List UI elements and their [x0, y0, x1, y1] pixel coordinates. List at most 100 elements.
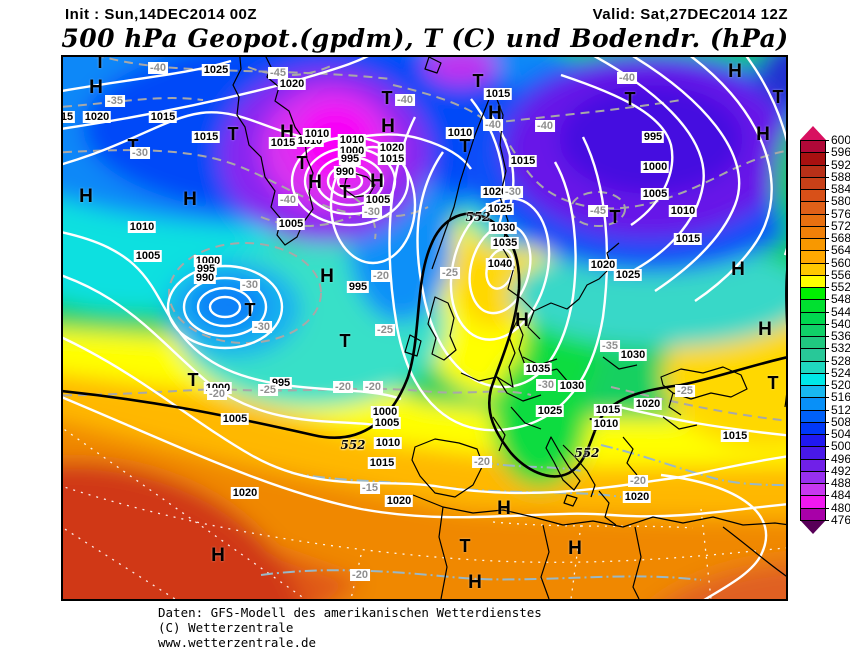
pressure-label: 1015: [508, 155, 538, 167]
pressure-label: 1035: [523, 363, 553, 375]
low-pressure-marker: T: [339, 331, 351, 351]
colorbar-segment: [801, 385, 825, 398]
pressure-label: 1020: [277, 78, 307, 90]
pressure-label: 1015: [673, 233, 703, 245]
valid-time: Valid: Sat,27DEC2014 12Z: [592, 6, 788, 23]
temperature-label: -25: [375, 324, 395, 336]
geopotential-label: 552: [465, 210, 491, 224]
pressure-label: 1010: [445, 127, 475, 139]
low-pressure-marker: T: [459, 536, 471, 556]
colorbar-tick: [800, 470, 829, 472]
colorbar-tick: [800, 201, 829, 203]
init-time: Init : Sun,14DEC2014 00Z: [65, 6, 258, 23]
colorbar-tick: [800, 176, 829, 178]
pressure-label: 1005: [220, 413, 250, 425]
colorbar-segment: [801, 262, 825, 275]
low-pressure-marker: T: [767, 373, 779, 393]
colorbar-segment: [801, 164, 825, 177]
pressure-label: 990: [333, 166, 357, 178]
colorbar-value-label: 476: [831, 513, 850, 527]
colorbar-legend: 600 596 592 588 584 580 576 572 568 564 560 556 552 5…: [800, 126, 850, 534]
temperature-label: -40: [617, 72, 637, 84]
pressure-label: 1025: [201, 64, 231, 76]
colorbar-value-label: 552: [831, 280, 850, 295]
colorbar-tick: [800, 287, 829, 289]
colorbar-value-label: 568: [831, 231, 850, 246]
pressure-label: 995: [338, 153, 362, 165]
pressure-label: 1015: [720, 430, 750, 442]
low-pressure-marker: T: [94, 55, 106, 72]
colorbar-value-label: 576: [831, 206, 850, 221]
colorbar-tick: [800, 250, 829, 252]
colorbar-value-label: 560: [831, 255, 850, 270]
pressure-label: 1015: [377, 153, 407, 165]
temperature-label: -20: [333, 381, 353, 393]
colorbar-value-label: 480: [831, 500, 850, 515]
temperature-label: -45: [268, 67, 288, 79]
map-title: 500 hPa Geopot.(gpdm), T (C) und Bodendr…: [61, 24, 789, 53]
temperature-label: -25: [440, 267, 460, 279]
pressure-label: 1005: [372, 417, 402, 429]
low-pressure-marker: T: [381, 88, 393, 108]
colorbar-tick: [800, 507, 829, 509]
colorbar-segment: [801, 397, 825, 410]
pressure-label: 1040: [485, 258, 515, 270]
pressure-label: 1000: [370, 406, 400, 418]
colorbar-tick: [800, 348, 829, 350]
graticule-lines: [63, 427, 786, 599]
colorbar-value-label: 544: [831, 304, 850, 319]
colorbar-segment: [801, 421, 825, 435]
colorbar-value-label: 540: [831, 316, 850, 331]
colorbar-tick: [800, 152, 829, 154]
pressure-label: 1015: [268, 137, 298, 149]
temperature-label: -40: [148, 62, 168, 74]
pressure-label: 1020: [377, 142, 407, 154]
colorbar-value-label: 596: [831, 145, 850, 160]
colorbar-value-label: 504: [831, 427, 850, 442]
colorbar-segment: [801, 323, 825, 337]
colorbar-tick: [800, 458, 829, 460]
pressure-label: 1025: [613, 269, 643, 281]
high-pressure-marker: H: [370, 171, 384, 192]
temperature-label: -45: [588, 205, 608, 217]
colorbar-tick: [800, 360, 829, 362]
low-pressure-marker: T: [772, 87, 784, 107]
colorbar-tick: [800, 336, 829, 338]
pressure-label: 1005: [363, 194, 393, 206]
map-canvas: [63, 57, 786, 599]
pressure-label: 1010: [302, 128, 332, 140]
pressure-label: 1020: [480, 186, 510, 198]
colorbar-value-label: 572: [831, 218, 850, 233]
colorbar-value-label: 520: [831, 378, 850, 393]
pressure-label: 1010: [668, 205, 698, 217]
geopotential-color-field: [63, 57, 786, 599]
low-pressure-marker: T: [339, 182, 351, 202]
temperature-label: -35: [600, 340, 620, 352]
colorbar-value-label: 508: [831, 414, 850, 429]
low-pressure-marker: T: [187, 370, 199, 390]
colorbar-segment: [801, 483, 825, 496]
high-pressure-marker: H: [308, 172, 322, 193]
high-pressure-marker: H: [731, 259, 745, 280]
geopotential-label: 552: [340, 438, 366, 452]
colorbar-segment: [801, 287, 825, 300]
colorbar-tick: [800, 225, 829, 227]
high-pressure-marker: H: [468, 572, 482, 593]
colorbar-segment: [801, 372, 825, 386]
copyright-line: (C) Wetterzentrale: [158, 620, 294, 635]
colorbar-tick: [800, 372, 829, 374]
pressure-label: 1020: [588, 259, 618, 271]
colorbar-segment: [801, 189, 825, 202]
colorbar-tick: [800, 483, 829, 485]
low-pressure-marker: T: [227, 124, 239, 144]
colorbar-value-label: 500: [831, 439, 850, 454]
low-pressure-marker: T: [472, 71, 484, 91]
colorbar-segment: [801, 495, 825, 508]
high-pressure-marker: H: [568, 538, 582, 559]
pressure-label: 1020: [230, 487, 260, 499]
colorbar-tick: [800, 189, 829, 191]
colorbar-tick: [800, 213, 829, 215]
colorbar-segment: [801, 336, 825, 349]
low-pressure-marker: T: [459, 136, 471, 156]
temperature-label: -40: [483, 119, 503, 131]
